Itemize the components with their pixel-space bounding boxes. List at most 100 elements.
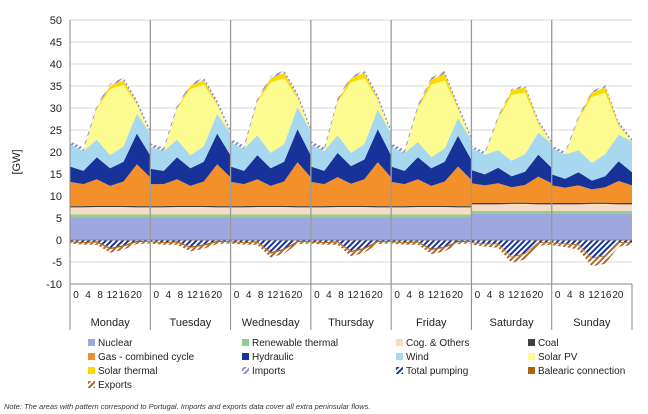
legend-swatch-coal	[528, 339, 535, 346]
legend-swatch-renewable-thermal	[242, 339, 249, 346]
legend-label-imports: Imports	[252, 366, 285, 377]
day-label-thursday: Thursday	[328, 317, 374, 329]
hour-tick-label: 8	[97, 290, 103, 301]
day-label-sunday: Sunday	[573, 317, 611, 329]
day-label-tuesday: Tuesday	[170, 317, 212, 329]
hour-tick-label: 0	[475, 290, 481, 301]
legend-label-nuclear: Nuclear	[98, 338, 133, 349]
legend-label-balearic-connection: Balearic connection	[538, 366, 625, 377]
area-wind	[70, 107, 632, 181]
day-label-saturday: Saturday	[490, 317, 535, 329]
hour-tick-label: 16	[199, 290, 211, 301]
hour-tick-label: 0	[394, 290, 400, 301]
day-label-wednesday: Wednesday	[242, 317, 300, 329]
hour-tick-label: 16	[440, 290, 452, 301]
legend-label-solar-thermal: Solar thermal	[98, 366, 157, 377]
legend-label-hydraulic: Hydraulic	[252, 352, 294, 363]
hour-tick-label: 12	[187, 290, 199, 301]
hour-tick-label: 20	[372, 290, 384, 301]
hour-tick-label: 12	[267, 290, 279, 301]
hour-tick-label: 8	[418, 290, 424, 301]
hour-tick-label: 4	[487, 290, 493, 301]
hour-tick-label: 20	[291, 290, 303, 301]
hour-tick-label: 12	[428, 290, 440, 301]
y-tick-label: 0	[56, 235, 62, 247]
hour-tick-label: 16	[279, 290, 291, 301]
legend-label-gas-combined-cycle: Gas - combined cycle	[98, 352, 195, 363]
area-solar-pv	[70, 78, 632, 163]
legend-swatch-exports	[88, 381, 95, 388]
area-cog-others	[70, 203, 632, 215]
legend-swatch-total-pumping	[396, 367, 403, 374]
hour-tick-label: 0	[154, 290, 160, 301]
hour-tick-label: 12	[508, 290, 520, 301]
hour-tick-label: 0	[314, 290, 320, 301]
legend-swatch-hydraulic	[242, 353, 249, 360]
hour-tick-label: 20	[211, 290, 223, 301]
legend-swatch-wind	[396, 353, 403, 360]
legend-label-total-pumping: Total pumping	[406, 366, 468, 377]
legend-swatch-solar-pv	[528, 353, 535, 360]
hour-tick-label: 20	[532, 290, 544, 301]
area-gas-combined-cycle	[70, 162, 632, 207]
stacked-areas	[70, 70, 632, 267]
day-label-monday: Monday	[91, 317, 131, 329]
hour-tick-label: 4	[326, 290, 332, 301]
hour-tick-label: 20	[452, 290, 464, 301]
legend-swatch-cog-others	[396, 339, 403, 346]
y-tick-label: 25	[50, 125, 62, 137]
area-nuclear	[70, 213, 632, 240]
hour-tick-label: 12	[588, 290, 600, 301]
legend-label-wind: Wind	[406, 352, 429, 363]
legend-swatch-balearic-connection	[528, 367, 535, 374]
hour-tick-label: 20	[131, 290, 143, 301]
hour-tick-label: 8	[338, 290, 344, 301]
legend-label-solar-pv: Solar PV	[538, 352, 578, 363]
y-tick-label: -10	[46, 279, 62, 291]
y-tick-label: 40	[50, 59, 62, 71]
legend-swatch-solar-thermal	[88, 367, 95, 374]
y-tick-label: 5	[56, 213, 62, 225]
hour-tick-label: 16	[520, 290, 532, 301]
y-tick-label: 30	[50, 103, 62, 115]
y-tick-label: 50	[50, 15, 62, 27]
y-tick-label: 15	[50, 169, 62, 181]
hour-tick-label: 4	[406, 290, 412, 301]
hour-tick-label: 8	[178, 290, 184, 301]
hour-tick-label: 16	[600, 290, 612, 301]
area-hydraulic	[70, 129, 632, 190]
hour-tick-label: 0	[234, 290, 240, 301]
legend-swatch-gas-combined-cycle	[88, 353, 95, 360]
y-tick-label: 10	[50, 191, 62, 203]
hour-tick-label: 4	[85, 290, 91, 301]
legend: Nuclear Renewable thermal Cog. & Others Coa…	[88, 338, 625, 391]
legend-label-coal: Coal	[538, 338, 559, 349]
area-coal	[70, 202, 632, 208]
hour-tick-label: 20	[612, 290, 624, 301]
hour-tick-label: 12	[347, 290, 359, 301]
y-tick-label: 45	[50, 37, 62, 49]
footnote: Note: The areas with pattern correspond …	[4, 402, 371, 411]
area-renewable-thermal	[70, 211, 632, 218]
hour-tick-label: 8	[579, 290, 585, 301]
y-tick-label: 20	[50, 147, 62, 159]
hour-tick-label: 16	[359, 290, 371, 301]
y-axis-label: [GW]	[11, 149, 23, 174]
day-label-friday: Friday	[416, 317, 447, 329]
area-total-pumping	[70, 240, 632, 258]
hour-tick-label: 4	[567, 290, 573, 301]
hour-tick-label: 12	[107, 290, 119, 301]
area-exports	[70, 242, 632, 267]
hour-tick-label: 4	[246, 290, 252, 301]
legend-label-exports: Exports	[98, 380, 132, 391]
hour-tick-label: 8	[499, 290, 505, 301]
legend-swatch-imports	[242, 367, 249, 374]
hour-tick-label: 8	[258, 290, 264, 301]
legend-swatch-nuclear	[88, 339, 95, 346]
y-tick-label: -5	[52, 257, 62, 269]
hour-tick-label: 16	[119, 290, 131, 301]
hour-tick-label: 0	[73, 290, 79, 301]
area-imports	[70, 70, 632, 155]
